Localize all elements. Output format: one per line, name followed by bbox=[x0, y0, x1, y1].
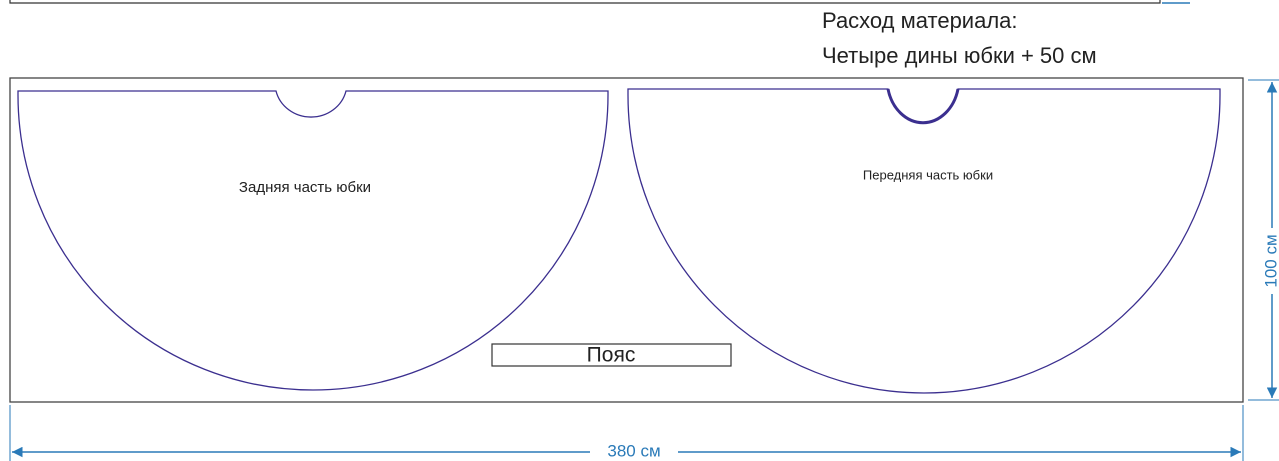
belt-label: Пояс bbox=[587, 344, 636, 367]
back-piece bbox=[17, 90, 609, 391]
header-line: Четыре дины юбки + 50 см bbox=[822, 43, 1097, 68]
belt bbox=[491, 343, 732, 367]
label-bg bbox=[1262, 228, 1279, 294]
front-neckline bbox=[886, 88, 960, 125]
top-frame bbox=[9, 0, 1161, 4]
piece-label: Передняя часть юбки bbox=[863, 167, 993, 182]
width-label: 380 см bbox=[607, 441, 660, 460]
header-line: Расход материала: bbox=[822, 8, 1018, 33]
piece-label: Задняя часть юбки bbox=[239, 179, 371, 196]
height-label: 100 см bbox=[1261, 234, 1279, 287]
label-bg bbox=[590, 442, 678, 461]
